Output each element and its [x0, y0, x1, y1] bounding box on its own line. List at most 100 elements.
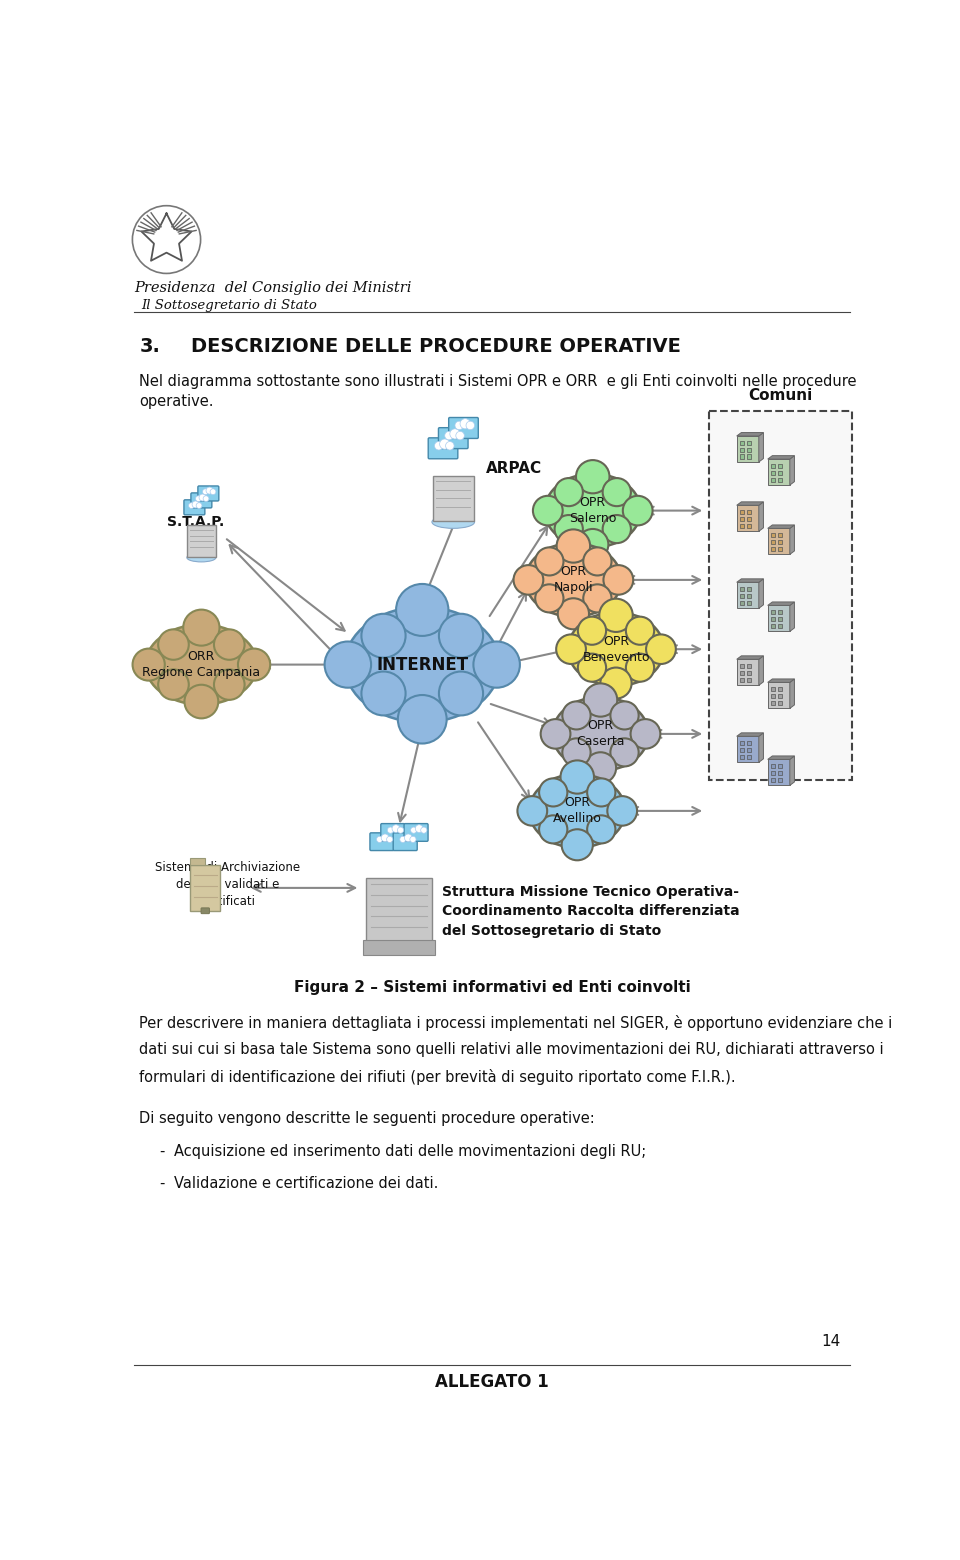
Polygon shape — [758, 655, 763, 685]
FancyBboxPatch shape — [747, 440, 751, 445]
Circle shape — [214, 669, 245, 700]
Circle shape — [214, 629, 245, 660]
Ellipse shape — [187, 554, 216, 562]
FancyBboxPatch shape — [779, 477, 781, 482]
Ellipse shape — [552, 697, 649, 771]
Ellipse shape — [525, 543, 621, 616]
Circle shape — [584, 548, 612, 576]
Ellipse shape — [568, 612, 664, 686]
FancyBboxPatch shape — [747, 601, 751, 605]
Circle shape — [440, 438, 450, 449]
FancyBboxPatch shape — [740, 755, 744, 758]
FancyBboxPatch shape — [747, 741, 751, 746]
Circle shape — [533, 496, 563, 526]
FancyBboxPatch shape — [779, 610, 781, 615]
FancyBboxPatch shape — [779, 778, 781, 782]
Circle shape — [188, 502, 194, 509]
Text: -: - — [158, 1176, 164, 1190]
Circle shape — [439, 613, 483, 658]
Circle shape — [611, 702, 638, 730]
FancyBboxPatch shape — [747, 454, 751, 459]
Ellipse shape — [529, 774, 625, 849]
Circle shape — [555, 515, 583, 543]
FancyBboxPatch shape — [768, 529, 790, 554]
FancyBboxPatch shape — [709, 410, 852, 780]
Polygon shape — [758, 502, 763, 532]
FancyBboxPatch shape — [771, 694, 775, 697]
Text: OPR
Napoli: OPR Napoli — [554, 565, 593, 594]
Circle shape — [585, 752, 616, 783]
Text: dati sui cui si basa tale Sistema sono quelli relativi alle movimentazioni dei R: dati sui cui si basa tale Sistema sono q… — [139, 1042, 884, 1058]
Text: 3.: 3. — [139, 337, 160, 356]
Text: INTERNET: INTERNET — [376, 655, 468, 674]
Circle shape — [578, 654, 606, 682]
Polygon shape — [758, 432, 763, 462]
Circle shape — [404, 835, 412, 842]
Circle shape — [450, 429, 460, 438]
Text: Di seguito vengono descritte le seguenti procedure operative:: Di seguito vengono descritte le seguenti… — [139, 1111, 595, 1126]
Circle shape — [466, 421, 474, 429]
Circle shape — [210, 488, 216, 495]
Circle shape — [158, 669, 189, 700]
Circle shape — [608, 796, 637, 825]
FancyBboxPatch shape — [740, 448, 744, 451]
FancyBboxPatch shape — [736, 660, 758, 685]
Text: DESCRIZIONE DELLE PROCEDURE OPERATIVE: DESCRIZIONE DELLE PROCEDURE OPERATIVE — [191, 337, 682, 356]
FancyBboxPatch shape — [740, 747, 744, 752]
FancyBboxPatch shape — [740, 516, 744, 521]
Text: Sistema di Archiviazione
dei dati validati e
certificati: Sistema di Archiviazione dei dati valida… — [155, 861, 300, 908]
Circle shape — [556, 635, 586, 665]
Circle shape — [238, 649, 270, 680]
FancyBboxPatch shape — [433, 476, 473, 521]
FancyBboxPatch shape — [779, 471, 781, 474]
FancyBboxPatch shape — [779, 534, 781, 537]
FancyBboxPatch shape — [779, 686, 781, 691]
FancyBboxPatch shape — [747, 587, 751, 591]
FancyBboxPatch shape — [198, 487, 219, 501]
Circle shape — [561, 760, 594, 794]
Circle shape — [563, 702, 590, 730]
Circle shape — [132, 649, 165, 680]
FancyBboxPatch shape — [771, 548, 775, 551]
Circle shape — [600, 668, 632, 699]
FancyBboxPatch shape — [768, 605, 790, 632]
FancyBboxPatch shape — [771, 534, 775, 537]
Circle shape — [540, 778, 567, 807]
Polygon shape — [736, 502, 763, 505]
Circle shape — [416, 825, 423, 833]
Polygon shape — [758, 579, 763, 608]
Circle shape — [558, 597, 589, 629]
Circle shape — [588, 778, 615, 807]
Circle shape — [562, 830, 593, 860]
FancyBboxPatch shape — [428, 438, 458, 459]
FancyBboxPatch shape — [404, 824, 428, 841]
Polygon shape — [736, 655, 763, 660]
Circle shape — [361, 613, 405, 658]
Polygon shape — [736, 733, 763, 736]
Text: Acquisizione ed inserimento dati delle movimentazioni degli RU;: Acquisizione ed inserimento dati delle m… — [175, 1143, 646, 1159]
Polygon shape — [790, 526, 795, 554]
Ellipse shape — [345, 607, 500, 722]
Circle shape — [411, 827, 417, 833]
Circle shape — [410, 836, 416, 842]
Text: formulari di identificazione dei rifiuti (per brevità di seguito riportato come : formulari di identificazione dei rifiuti… — [139, 1069, 736, 1084]
FancyBboxPatch shape — [768, 682, 790, 708]
Circle shape — [584, 683, 617, 716]
Circle shape — [206, 487, 213, 495]
FancyBboxPatch shape — [736, 736, 758, 763]
Circle shape — [184, 685, 218, 718]
Circle shape — [203, 488, 208, 495]
FancyBboxPatch shape — [747, 524, 751, 527]
Text: Il Sottosegretario di Stato: Il Sottosegretario di Stato — [142, 300, 318, 312]
Circle shape — [204, 496, 209, 502]
FancyBboxPatch shape — [779, 548, 781, 551]
FancyBboxPatch shape — [779, 616, 781, 621]
FancyBboxPatch shape — [747, 755, 751, 758]
Circle shape — [396, 583, 448, 636]
Circle shape — [604, 565, 634, 594]
FancyBboxPatch shape — [740, 601, 744, 605]
Circle shape — [540, 719, 570, 749]
Text: -: - — [158, 1143, 164, 1159]
Polygon shape — [768, 679, 795, 682]
Circle shape — [376, 836, 383, 842]
